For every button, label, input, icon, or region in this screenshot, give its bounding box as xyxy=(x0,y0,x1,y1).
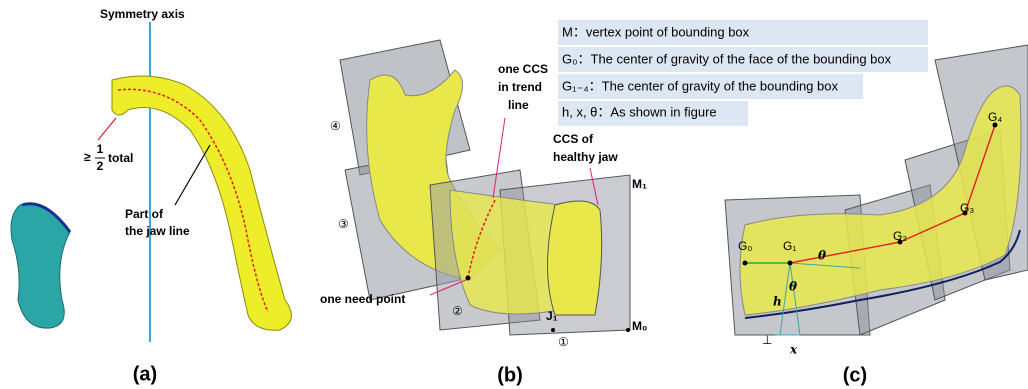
label: J₁ xyxy=(546,309,558,323)
arrow xyxy=(98,118,116,140)
label: Symmetry axis xyxy=(100,7,185,21)
box-number: ① xyxy=(558,335,569,349)
label: 2 xyxy=(97,159,104,173)
yellow-jaw xyxy=(112,76,291,330)
need-point xyxy=(466,276,471,281)
label: G₃ xyxy=(960,201,974,215)
legend-text: h, x, θ：As shown in figure xyxy=(562,104,717,119)
label: one CCS xyxy=(498,62,548,76)
label: M₀ xyxy=(632,319,647,333)
label: one need point xyxy=(320,292,405,306)
legend-text: G₁₋₄：The center of gravity of the boundi… xyxy=(562,78,838,93)
label: G₀ xyxy=(738,239,752,253)
panel-a: Symmetry axis ≥ 1 2 total Part of the ja… xyxy=(11,7,291,385)
legend-text: G₀：The center of gravity of the face of … xyxy=(562,51,892,66)
label: M₁ xyxy=(632,177,647,191)
point xyxy=(626,328,630,332)
label: line xyxy=(508,98,529,112)
label: total xyxy=(108,151,133,165)
box-number: ② xyxy=(452,304,463,318)
caption: (b) xyxy=(497,364,523,386)
point xyxy=(551,328,555,332)
label: θ xyxy=(789,280,797,294)
label: the jaw line xyxy=(125,224,190,238)
caption: (c) xyxy=(843,364,867,386)
label: x xyxy=(789,343,798,357)
label: G₁ xyxy=(783,239,796,253)
label: CCS of xyxy=(553,132,594,146)
point xyxy=(788,261,793,266)
caption: (a) xyxy=(133,363,157,385)
box-number: ④ xyxy=(330,119,341,133)
box-number: ③ xyxy=(338,217,349,231)
label: 1 xyxy=(97,142,104,156)
label: G₂ xyxy=(893,229,907,243)
label: Part of xyxy=(125,207,164,221)
healthy-section xyxy=(548,201,602,315)
figure: Symmetry axis ≥ 1 2 total Part of the ja… xyxy=(0,0,1028,389)
point xyxy=(743,261,748,266)
yellow-jaw xyxy=(450,190,560,314)
label: h xyxy=(773,295,782,309)
label: healthy jaw xyxy=(553,150,618,164)
legend-text: M：vertex point of bounding box xyxy=(562,24,750,39)
label: ≥ xyxy=(84,150,91,164)
label: θ xyxy=(818,249,826,263)
label: in trend xyxy=(498,80,542,94)
arrow xyxy=(175,145,210,205)
label: G₄ xyxy=(988,110,1002,124)
label: ⊥ xyxy=(762,333,772,347)
